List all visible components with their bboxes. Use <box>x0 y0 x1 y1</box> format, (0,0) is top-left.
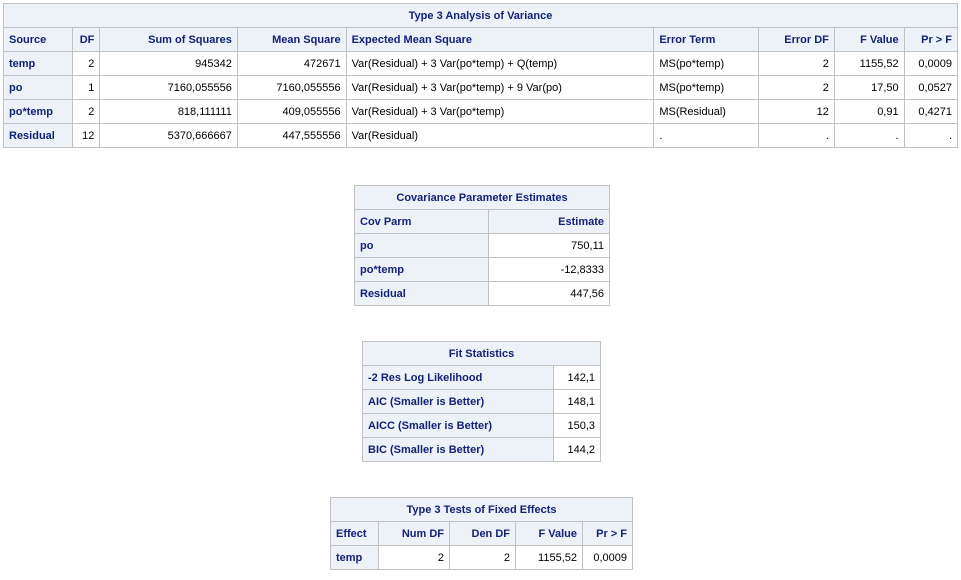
fixed-effects-title: Type 3 Tests of Fixed Effects <box>330 497 633 522</box>
table-row: Residual 447,56 <box>354 281 610 306</box>
cell-pr-f: 0,4271 <box>903 99 959 124</box>
col-header-error-term: Error Term <box>653 27 759 52</box>
covariance-header-row: Cov Parm Estimate <box>354 209 610 234</box>
cell-mean-square: 409,055556 <box>236 99 347 124</box>
row-header-fit-statistic: AIC (Smaller is Better) <box>362 389 554 414</box>
table-row: po 750,11 <box>354 233 610 258</box>
col-header-effect: Effect <box>330 521 379 546</box>
cell-df: 2 <box>71 51 101 76</box>
row-header-effect: temp <box>330 545 379 570</box>
cell-estimate: -12,8333 <box>488 257 610 282</box>
cell-df: 12 <box>71 123 101 148</box>
cell-num-df: 2 <box>378 545 450 570</box>
row-header-source: po <box>3 75 73 100</box>
cell-df: 1 <box>71 75 101 100</box>
cell-fit-value: 150,3 <box>553 413 601 438</box>
cell-sum-of-squares: 7160,055556 <box>99 75 238 100</box>
cell-error-term: . <box>653 123 759 148</box>
cell-estimate: 750,11 <box>488 233 610 258</box>
col-header-den-df: Den DF <box>449 521 516 546</box>
cell-f-value: 1155,52 <box>515 545 583 570</box>
cell-pr-f: 0,0009 <box>903 51 959 76</box>
fixed-effects-table: Type 3 Tests of Fixed Effects Effect Num… <box>330 497 633 570</box>
col-header-pr-f: Pr > F <box>582 521 633 546</box>
row-header-source: temp <box>3 51 73 76</box>
cell-error-df: 2 <box>757 75 835 100</box>
cell-pr-f: 0,0009 <box>582 545 633 570</box>
col-header-df: DF <box>71 27 101 52</box>
anova-title: Type 3 Analysis of Variance <box>3 3 958 28</box>
cell-f-value: 17,50 <box>833 75 905 100</box>
covariance-title: Covariance Parameter Estimates <box>354 185 610 210</box>
row-header-cov-parm: Residual <box>354 281 489 306</box>
cell-fit-value: 142,1 <box>553 365 601 390</box>
cell-expected-mean-square: Var(Residual) + 3 Var(po*temp) + 9 Var(p… <box>345 75 655 100</box>
table-row: po 1 7160,055556 7160,055556 Var(Residua… <box>3 75 959 100</box>
cell-error-df: 2 <box>757 51 835 76</box>
cell-sum-of-squares: 5370,666667 <box>99 123 238 148</box>
fit-statistics-title: Fit Statistics <box>362 341 601 366</box>
row-header-source: Residual <box>3 123 73 148</box>
col-header-num-df: Num DF <box>378 521 450 546</box>
cell-fit-value: 148,1 <box>553 389 601 414</box>
cell-estimate: 447,56 <box>488 281 610 306</box>
cell-pr-f: 0,0527 <box>903 75 959 100</box>
covariance-parameter-table: Covariance Parameter Estimates Cov Parm … <box>354 185 610 306</box>
cell-sum-of-squares: 818,111111 <box>99 99 238 124</box>
cell-den-df: 2 <box>449 545 516 570</box>
cell-mean-square: 472671 <box>236 51 347 76</box>
fixed-effects-header-row: Effect Num DF Den DF F Value Pr > F <box>330 521 633 546</box>
table-row: AIC (Smaller is Better) 148,1 <box>362 389 601 414</box>
row-header-fit-statistic: -2 Res Log Likelihood <box>362 365 554 390</box>
col-header-sum-of-squares: Sum of Squares <box>99 27 238 52</box>
col-header-expected-mean-square: Expected Mean Square <box>345 27 655 52</box>
row-header-cov-parm: po <box>354 233 489 258</box>
col-header-error-df: Error DF <box>757 27 835 52</box>
row-header-source: po*temp <box>3 99 73 124</box>
cell-expected-mean-square: Var(Residual) <box>345 123 655 148</box>
cell-pr-f: . <box>903 123 959 148</box>
cell-mean-square: 447,555556 <box>236 123 347 148</box>
table-row: AICC (Smaller is Better) 150,3 <box>362 413 601 438</box>
cell-expected-mean-square: Var(Residual) + 3 Var(po*temp) + Q(temp) <box>345 51 655 76</box>
col-header-source: Source <box>3 27 73 52</box>
table-row: Residual 12 5370,666667 447,555556 Var(R… <box>3 123 959 148</box>
row-header-fit-statistic: AICC (Smaller is Better) <box>362 413 554 438</box>
col-header-f-value: F Value <box>515 521 583 546</box>
table-row: po*temp 2 818,111111 409,055556 Var(Resi… <box>3 99 959 124</box>
cell-f-value: . <box>833 123 905 148</box>
col-header-f-value: F Value <box>833 27 905 52</box>
table-row: temp 2 945342 472671 Var(Residual) + 3 V… <box>3 51 959 76</box>
cell-f-value: 0,91 <box>833 99 905 124</box>
col-header-pr-f: Pr > F <box>903 27 959 52</box>
cell-sum-of-squares: 945342 <box>99 51 238 76</box>
cell-fit-value: 144,2 <box>553 437 601 462</box>
fit-statistics-table: Fit Statistics -2 Res Log Likelihood 142… <box>362 341 601 462</box>
table-row: -2 Res Log Likelihood 142,1 <box>362 365 601 390</box>
cell-error-df: . <box>757 123 835 148</box>
table-row: temp 2 2 1155,52 0,0009 <box>330 545 633 570</box>
col-header-cov-parm: Cov Parm <box>354 209 489 234</box>
col-header-mean-square: Mean Square <box>236 27 347 52</box>
table-row: po*temp -12,8333 <box>354 257 610 282</box>
anova-header-row: Source DF Sum of Squares Mean Square Exp… <box>3 27 959 52</box>
row-header-cov-parm: po*temp <box>354 257 489 282</box>
table-row: BIC (Smaller is Better) 144,2 <box>362 437 601 462</box>
cell-df: 2 <box>71 99 101 124</box>
cell-error-term: MS(Residual) <box>653 99 759 124</box>
cell-error-df: 12 <box>757 99 835 124</box>
cell-error-term: MS(po*temp) <box>653 75 759 100</box>
cell-f-value: 1155,52 <box>833 51 905 76</box>
cell-mean-square: 7160,055556 <box>236 75 347 100</box>
anova-table: Type 3 Analysis of Variance Source DF Su… <box>3 3 959 148</box>
cell-error-term: MS(po*temp) <box>653 51 759 76</box>
row-header-fit-statistic: BIC (Smaller is Better) <box>362 437 554 462</box>
col-header-estimate: Estimate <box>488 209 610 234</box>
cell-expected-mean-square: Var(Residual) + 3 Var(po*temp) <box>345 99 655 124</box>
